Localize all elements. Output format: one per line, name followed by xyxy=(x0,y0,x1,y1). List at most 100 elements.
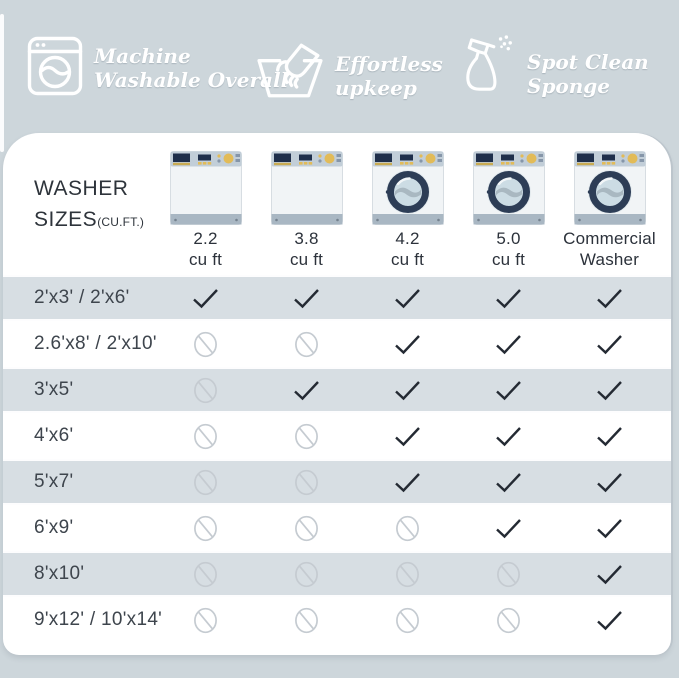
rug-size-label: 4'x6' xyxy=(34,425,74,446)
check-icon xyxy=(597,564,622,584)
table-row: 2'x3' / 2'x6' xyxy=(3,275,671,321)
check-icon xyxy=(294,380,319,400)
not-compatible-cell xyxy=(357,607,458,634)
no-icon xyxy=(194,607,217,633)
check-icon xyxy=(597,610,622,630)
not-compatible-cell xyxy=(155,561,256,588)
compatible-cell xyxy=(458,380,559,401)
compatible-cell xyxy=(559,334,660,355)
rug-size-label: 6'x9' xyxy=(34,517,74,538)
no-icon xyxy=(194,331,217,357)
check-icon xyxy=(597,472,622,492)
feature-label: Machine Washable Overall xyxy=(94,36,288,92)
no-icon xyxy=(194,423,217,449)
not-compatible-cell xyxy=(256,423,357,450)
washer-size-label: 5.0 cu ft xyxy=(491,229,526,269)
compatible-cell xyxy=(458,518,559,539)
compatibility-matrix: 2'x3' / 2'x6' 2.6'x8' / 2'x10' 3'x5' 4'x… xyxy=(3,275,671,643)
check-icon xyxy=(496,334,521,354)
table-row: 8'x10' xyxy=(3,551,671,597)
spray-bottle-icon xyxy=(466,35,512,91)
top-load-washer-illustration xyxy=(169,151,242,226)
not-compatible-cell xyxy=(155,469,256,496)
compatible-cell xyxy=(559,380,660,401)
not-compatible-cell xyxy=(458,561,559,588)
feature-line: Sponge xyxy=(527,74,611,98)
compatible-cell xyxy=(559,426,660,447)
not-compatible-cell xyxy=(256,561,357,588)
table-row: 2.6'x8' / 2'x10' xyxy=(3,321,671,367)
washer-size-label: Commercial Washer xyxy=(563,229,656,269)
check-icon xyxy=(496,288,521,308)
no-icon xyxy=(396,561,419,587)
washer-column-header: 3.8 cu ft xyxy=(256,138,357,269)
feature-spot-clean: Spot Clean Sponge xyxy=(462,32,649,102)
no-icon xyxy=(295,515,318,541)
compatible-cell xyxy=(357,472,458,493)
check-icon xyxy=(597,334,622,354)
feature-line: upkeep xyxy=(335,76,417,100)
top-load-washer-illustration xyxy=(270,151,343,226)
compatible-cell xyxy=(458,472,559,493)
table-row: 3'x5' xyxy=(3,367,671,413)
not-compatible-cell xyxy=(155,515,256,542)
check-icon xyxy=(193,288,218,308)
not-compatible-cell xyxy=(357,515,458,542)
check-icon xyxy=(597,518,622,538)
feature-label: Effortless upkeep xyxy=(335,42,443,100)
page-edge-highlight xyxy=(0,14,4,152)
table-row: 6'x9' xyxy=(3,505,671,551)
not-compatible-cell xyxy=(357,561,458,588)
check-icon xyxy=(395,334,420,354)
not-compatible-cell xyxy=(256,607,357,634)
table-row: 4'x6' xyxy=(3,413,671,459)
not-compatible-cell xyxy=(155,607,256,634)
no-icon xyxy=(295,469,318,495)
rug-size-label: 2'x3' / 2'x6' xyxy=(34,287,130,308)
compatibility-card: WASHER SIZES(CU.FT.) 2.2 cu ft xyxy=(3,133,671,655)
check-icon xyxy=(597,380,622,400)
table-row: 9'x12' / 10'x14' xyxy=(3,597,671,643)
compatible-cell xyxy=(458,288,559,309)
no-icon xyxy=(497,607,520,633)
not-compatible-cell xyxy=(256,515,357,542)
no-icon xyxy=(295,331,318,357)
rug-size-label: 9'x12' / 10'x14' xyxy=(34,609,163,630)
compatible-cell xyxy=(155,288,256,309)
compatible-cell xyxy=(559,518,660,539)
compatible-cell xyxy=(357,426,458,447)
no-icon xyxy=(497,561,520,587)
check-icon xyxy=(496,426,521,446)
feature-effortless-upkeep: Effortless upkeep xyxy=(256,42,443,100)
compatible-cell xyxy=(559,472,660,493)
no-icon xyxy=(194,377,217,403)
table-row: 5'x7' xyxy=(3,459,671,505)
feature-machine-washable: Machine Washable Overall xyxy=(27,36,288,96)
heading-line1: WASHER xyxy=(34,176,129,200)
heading-unit: (CU.FT.) xyxy=(97,215,145,229)
check-icon xyxy=(496,380,521,400)
rug-size-label: 5'x7' xyxy=(34,471,74,492)
check-icon xyxy=(294,288,319,308)
washer-size-label: 4.2 cu ft xyxy=(390,229,425,269)
feature-line: Spot Clean xyxy=(527,50,649,74)
feature-line: Machine xyxy=(94,44,191,68)
check-icon xyxy=(395,288,420,308)
check-icon xyxy=(597,288,622,308)
no-icon xyxy=(295,423,318,449)
not-compatible-cell xyxy=(256,331,357,358)
compatible-cell xyxy=(559,610,660,631)
not-compatible-cell xyxy=(256,469,357,496)
washer-sizes-heading: WASHER SIZES(CU.FT.) xyxy=(3,173,155,236)
washer-column-header: Commercial Washer xyxy=(559,138,660,269)
handwash-icon xyxy=(257,43,323,98)
washer-column-header: 2.2 cu ft xyxy=(155,138,256,269)
washer-size-label: 3.8 cu ft xyxy=(289,229,324,269)
check-icon xyxy=(496,472,521,492)
compatible-cell xyxy=(559,288,660,309)
washer-size-label: 2.2 cu ft xyxy=(188,229,223,269)
check-icon xyxy=(496,518,521,538)
no-icon xyxy=(194,515,217,541)
compatible-cell xyxy=(357,288,458,309)
rug-size-label: 2.6'x8' / 2'x10' xyxy=(34,333,157,354)
